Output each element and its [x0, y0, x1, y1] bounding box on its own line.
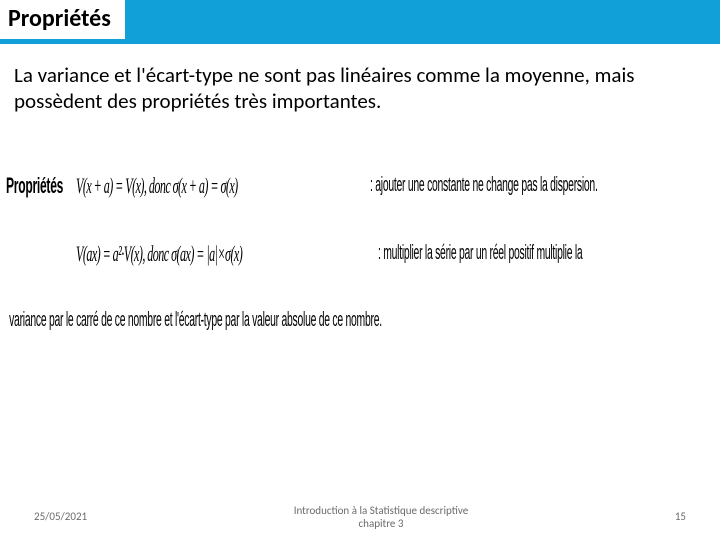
formula-1: V(x + a) = V(x), donc σ(x + a) = σ(x) — [76, 173, 238, 199]
description-1: : ajouter une constante ne change pas la… — [370, 174, 598, 197]
description-3: variance par le carré de ce nombre et l'… — [6, 309, 374, 332]
property-row-2: V(ax) = a²·V(x), donc σ(ax) = |a|×σ(x) :… — [6, 241, 714, 267]
header-bar: Propriétés — [0, 0, 720, 44]
formula-2: V(ax) = a²·V(x), donc σ(ax) = |a|×σ(x) — [76, 241, 242, 267]
footer: 25/05/2021 Introduction à la Statistique… — [0, 504, 720, 530]
properties-block: Propriétés V(x + a) = V(x), donc σ(x + a… — [0, 123, 720, 332]
description-2: : multiplier la série par un réel positi… — [378, 242, 582, 265]
properties-label: Propriétés — [6, 173, 45, 199]
footer-date: 25/05/2021 — [34, 510, 87, 523]
footer-title-line2: chapitre 3 — [359, 517, 404, 530]
intro-text: La variance et l'écart-type ne sont pas … — [0, 44, 720, 123]
page-title: Propriétés — [0, 0, 125, 39]
footer-title: Introduction à la Statistique descriptiv… — [87, 504, 675, 530]
footer-page-number: 15 — [675, 510, 686, 523]
footer-title-line1: Introduction à la Statistique descriptiv… — [294, 504, 469, 517]
property-row-1: Propriétés V(x + a) = V(x), donc σ(x + a… — [6, 173, 714, 199]
